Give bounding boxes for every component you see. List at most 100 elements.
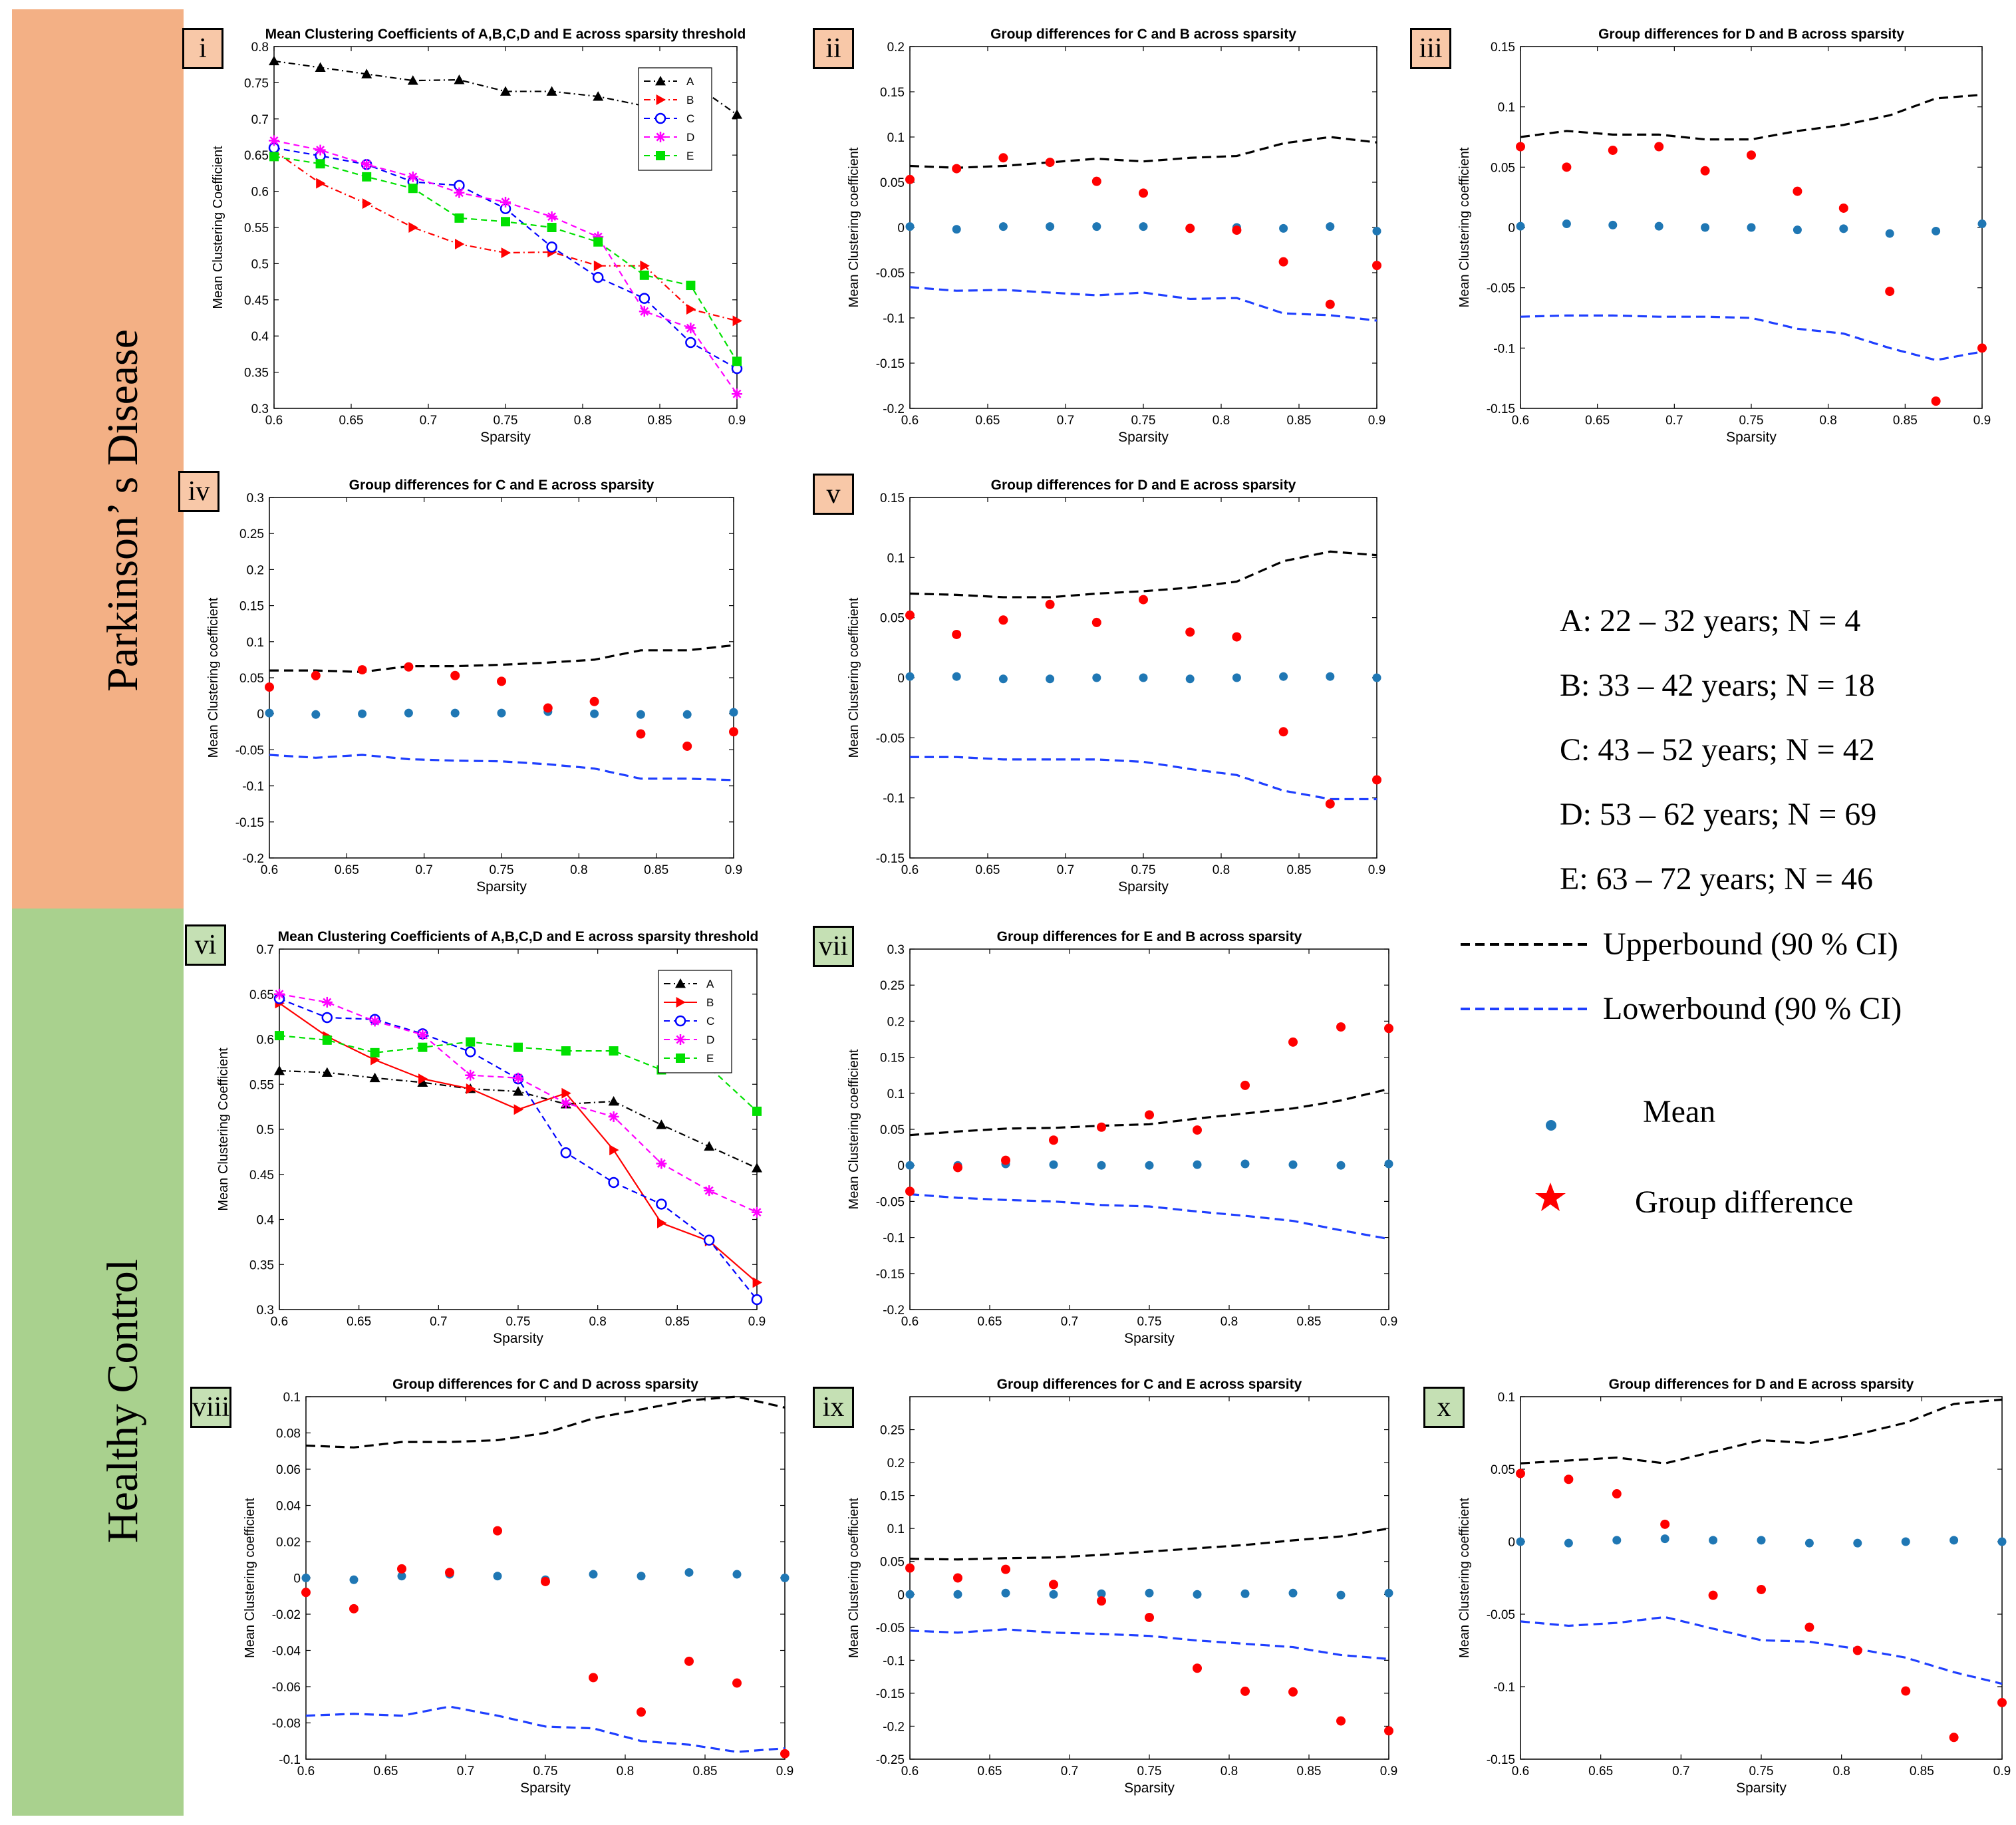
upperbound-line: [909, 1087, 1389, 1137]
point-B: [609, 1145, 619, 1156]
x-tick-label: 0.8: [574, 414, 591, 428]
mean-point: [732, 1570, 742, 1579]
x-tick-label: 0.6: [265, 414, 283, 428]
chart-svg-vii: Group differences for E and B across spa…: [847, 929, 1397, 1346]
legend-marker-D: [675, 1034, 686, 1045]
point-E: [752, 1106, 762, 1116]
difference-point: [1885, 287, 1895, 297]
difference-point: [497, 676, 506, 686]
point-D: [274, 988, 285, 1000]
legend-marker-B: [676, 997, 686, 1008]
difference-point: [589, 696, 599, 706]
difference-point: [1232, 225, 1242, 235]
y-tick-label: 0.5: [257, 1123, 274, 1137]
y-tick-label: -0.2: [883, 402, 905, 416]
y-tick-label: 0.25: [239, 527, 264, 541]
lowerbound-line: [1520, 1615, 2003, 1685]
panel-label-iv: iv: [178, 471, 219, 512]
chart-panel-v: Group differences for D and E across spa…: [805, 466, 1390, 905]
y-tick-label: 0: [897, 221, 905, 235]
point-D: [732, 388, 742, 400]
panel-label-ii: ii: [813, 28, 854, 69]
lowerbound-line: [305, 1705, 786, 1753]
y-tick-label: 0.3: [247, 491, 264, 505]
difference-point: [1708, 1590, 1718, 1600]
point-D: [361, 159, 372, 170]
mean-point: [497, 708, 506, 718]
x-tick-label: 0.7: [1665, 414, 1683, 428]
plot-frame: [909, 1396, 1389, 1760]
point-E: [561, 1046, 571, 1056]
y-tick-label: -0.1: [279, 1753, 301, 1767]
chart-svg-ii: Group differences for C and B across spa…: [847, 27, 1385, 445]
x-axis-label: Sparsity: [1124, 1780, 1175, 1796]
y-tick-label: -0.04: [272, 1645, 301, 1659]
difference-point: [1793, 186, 1802, 196]
y-tick-label: 0.04: [276, 1500, 301, 1514]
y-tick-label: -0.2: [883, 1304, 905, 1318]
mean-point: [636, 710, 645, 719]
pd-side-label: Parkinson’ s Disease: [98, 329, 147, 692]
y-tick-label: 0.1: [887, 551, 905, 565]
point-A: [752, 1163, 762, 1173]
x-tick-label: 0.9: [728, 414, 746, 428]
y-tick-label: 0: [897, 672, 905, 686]
y-tick-label: 0.55: [244, 221, 269, 235]
y-tick-label: 0.15: [880, 86, 905, 100]
y-tick-label: 0.1: [887, 1522, 905, 1536]
point-C: [560, 1147, 572, 1159]
mean-point: [1701, 223, 1710, 232]
mean-point: [1336, 1161, 1346, 1170]
mean-point: [1654, 221, 1663, 231]
x-tick-label: 0.8: [1832, 1764, 1850, 1778]
mean-point: [1336, 1590, 1346, 1600]
point-A: [500, 86, 511, 96]
point-D: [752, 1206, 762, 1218]
y-tick-label: 0.15: [880, 1490, 905, 1504]
chart-panel-x: Group differences for D and E across spa…: [1403, 1377, 2011, 1816]
y-tick-label: 0.05: [880, 1123, 905, 1137]
x-tick-label: 0.65: [976, 863, 1000, 877]
x-tick-label: 0.9: [1380, 1315, 1397, 1329]
y-axis-label: Mean Clustering coefficient: [1457, 1498, 1472, 1658]
y-tick-label: 0.15: [880, 491, 905, 505]
difference-point: [1372, 775, 1381, 785]
x-tick-label: 0.6: [1512, 1764, 1529, 1778]
x-tick-label: 0.75: [1137, 1764, 1162, 1778]
point-B: [561, 1087, 571, 1099]
y-tick-label: 0.1: [247, 636, 264, 650]
difference-point: [780, 1749, 790, 1758]
difference-point: [349, 1604, 359, 1614]
legend-marker-E: [676, 1053, 685, 1063]
x-tick-label: 0.75: [1749, 1764, 1774, 1778]
difference-point: [637, 1707, 646, 1717]
legend-marker-C: [674, 1015, 686, 1027]
x-tick-label: 0.7: [1057, 414, 1074, 428]
difference-point: [1001, 1564, 1010, 1574]
mean-point: [1804, 1538, 1814, 1548]
point-E: [466, 1037, 476, 1047]
y-tick-label: 0.05: [880, 612, 905, 626]
x-tick-label: 0.75: [490, 863, 514, 877]
mean-point: [590, 709, 599, 718]
x-tick-label: 0.8: [1221, 1315, 1238, 1329]
mean-point: [1949, 1536, 1959, 1545]
mean-point: [1326, 672, 1335, 681]
y-tick-label: 0.75: [244, 76, 269, 90]
y-tick-label: 0.05: [239, 672, 264, 686]
point-C: [685, 337, 696, 349]
point-A: [608, 1095, 619, 1106]
difference-point: [1852, 1645, 1862, 1655]
legend-diff-label: Group difference: [1635, 1185, 1854, 1220]
point-D: [639, 306, 650, 317]
y-tick-label: 0.15: [880, 1052, 905, 1065]
point-C: [751, 1294, 763, 1306]
legend-marker-A: [655, 76, 666, 86]
mean-point: [349, 1575, 359, 1584]
point-C: [592, 271, 604, 283]
y-tick-label: 0.45: [249, 1169, 274, 1183]
mean-point: [1145, 1588, 1154, 1598]
mean-point: [1288, 1588, 1298, 1598]
x-axis-label: Sparsity: [520, 1780, 571, 1796]
chart-svg-i: Mean Clustering Coefficients of A,B,C,D …: [211, 27, 746, 445]
